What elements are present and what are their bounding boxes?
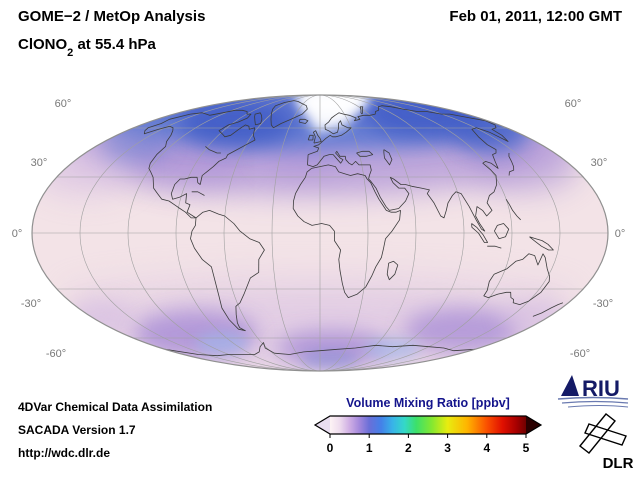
figure-subtitle: ClONO2 at 55.4 hPa: [18, 36, 156, 59]
figure-datetime: Feb 01, 2011, 12:00 GMT: [449, 8, 622, 25]
footer-line-url: http://wdc.dlr.de: [18, 446, 110, 460]
coastline-path: [307, 134, 314, 141]
lat-label-left-30: 30°: [31, 157, 48, 169]
coastlines: [143, 100, 564, 357]
subtitle-species: ClONO: [18, 36, 68, 53]
dlr-text: DLR: [603, 455, 634, 472]
lat-label-right-60: 60°: [565, 98, 582, 110]
colorbar-title: Volume Mixing Ratio [ppbv]: [346, 396, 510, 410]
field-blob: [501, 298, 569, 332]
coastline-path: [270, 100, 308, 129]
colorbar-right-arrow: [526, 416, 541, 434]
riu-text: RIU: [582, 376, 620, 401]
coastline-path: [529, 236, 554, 251]
coastline-path: [483, 253, 550, 305]
footer-line-version: SACADA Version 1.7: [18, 423, 136, 437]
lat-label-right-30: 30°: [591, 157, 608, 169]
coastline-path: [471, 223, 488, 243]
colorbar-left-arrow: [315, 416, 330, 434]
coastline-path: [254, 112, 263, 126]
lat-label-left-0: 0°: [12, 228, 23, 240]
coastline-path: [359, 106, 364, 115]
colorbar-tick-labels: 0 1 2 3 4 5: [327, 441, 530, 455]
polar-low-core: [300, 95, 368, 114]
tick-label-0: 0: [327, 441, 334, 455]
tick-label-1: 1: [366, 441, 373, 455]
lat-label-right-0: 0°: [615, 228, 626, 240]
coastline-path: [386, 260, 399, 281]
coastline-path: [356, 150, 374, 157]
field-blob: [179, 98, 295, 146]
coastline-path: [505, 198, 521, 221]
field-blob: [196, 332, 248, 354]
footer-line-assimilation: 4DVar Chemical Data Assimilation: [18, 400, 213, 414]
colorbar: Volume Mixing Ratio [ppbv] 0 1 2 3 4 5: [313, 396, 543, 455]
coastline-path: [143, 109, 256, 219]
coastline-path: [532, 302, 564, 317]
figure-title: GOME−2 / MetOp Analysis: [18, 8, 206, 25]
coastline-path: [191, 191, 205, 196]
field-blob: [300, 350, 360, 370]
coastline-path: [487, 245, 502, 249]
coastline-path: [313, 130, 322, 144]
coastline-path: [190, 210, 265, 332]
subtitle-level: at 55.4 hPa: [73, 36, 156, 53]
riu-wave-line: [557, 396, 629, 400]
globe-outline: [31, 94, 609, 372]
tick-label-5: 5: [523, 441, 530, 455]
coastline-path: [205, 146, 221, 154]
field-blob: [470, 142, 580, 194]
lat-label-right-m30: -30°: [593, 298, 613, 310]
coastline-path: [508, 152, 515, 176]
colorbar-gradient-bar: [330, 416, 526, 434]
coastline-path: [383, 149, 393, 166]
coastline-path: [165, 342, 475, 357]
lat-label-left-m60: -60°: [46, 348, 66, 360]
latitude-labels: 60° 30° 0° -30° -60° 60° 30° 0° -30° -60…: [12, 98, 626, 360]
coastline-path: [298, 118, 309, 124]
tick-label-3: 3: [444, 441, 451, 455]
subtitle-subscript: 2: [67, 47, 74, 59]
field-blob: [66, 298, 134, 332]
lat-label-left-m30: -30°: [21, 298, 41, 310]
coastline-path: [292, 164, 401, 298]
tick-label-2: 2: [405, 441, 412, 455]
lat-label-left-60: 60°: [55, 98, 72, 110]
coastline-path: [307, 105, 509, 232]
riu-wave-line: [561, 400, 629, 404]
dlr-emblem-icon: [579, 413, 627, 454]
riu-wave-line: [567, 405, 629, 408]
tick-label-4: 4: [483, 441, 490, 455]
coastline-path: [494, 223, 510, 240]
riu-triangle-icon: [561, 375, 579, 396]
lat-label-right-m60: -60°: [570, 348, 590, 360]
colorbar-tick-marks: [329, 434, 527, 438]
footer-credits: 4DVar Chemical Data Assimilation SACADA …: [18, 396, 212, 465]
dlr-emblem-bar: [579, 413, 616, 454]
riu-logo: RIU: [557, 375, 629, 408]
dlr-emblem-bar: [584, 423, 627, 446]
dlr-logo: DLR: [579, 413, 634, 472]
